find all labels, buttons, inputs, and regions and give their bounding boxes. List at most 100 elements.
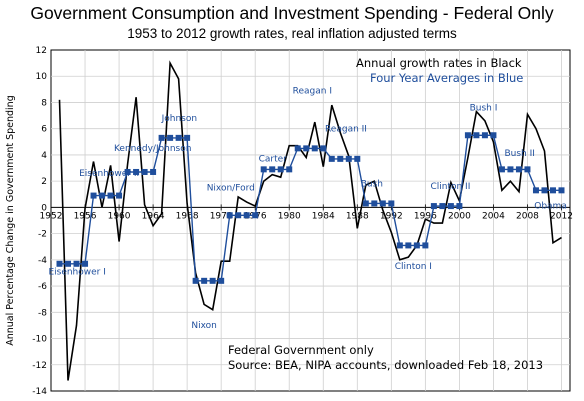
avg-point — [82, 260, 89, 267]
avg-point — [235, 212, 242, 219]
avg-point — [362, 200, 369, 207]
avg-point — [294, 145, 301, 152]
x-tick-label: 1952 — [40, 211, 63, 221]
president-annotation: Clinton II — [430, 182, 470, 192]
y-tick-label: -4 — [38, 256, 47, 266]
avg-point — [524, 166, 531, 173]
avg-point — [328, 155, 335, 162]
chart-title: Government Consumption and Investment Sp… — [30, 3, 554, 23]
avg-point — [558, 187, 565, 194]
y-tick-label: -8 — [38, 308, 47, 318]
avg-point — [175, 134, 182, 141]
grid-lines — [50, 49, 571, 392]
y-axis-label: Annual Percentage Change in Government S… — [5, 95, 16, 346]
avg-point — [158, 134, 165, 141]
x-tick-label: 1972 — [210, 211, 233, 221]
avg-point — [430, 203, 437, 210]
x-tick-label: 1964 — [142, 211, 165, 221]
x-tick-label: 1996 — [414, 211, 437, 221]
avg-point — [456, 203, 463, 210]
annotations: Eisenhower I Eisenhower II Kennedy/Johnson… — [48, 86, 566, 331]
president-annotation: Johnson — [161, 114, 197, 124]
y-tick-label: -10 — [32, 335, 47, 345]
x-tick-label: 1968 — [176, 211, 199, 221]
avg-point — [116, 192, 123, 199]
avg-point — [447, 203, 454, 210]
avg-point — [269, 166, 276, 173]
avg-point — [201, 277, 208, 284]
y-tick-label: -14 — [32, 387, 47, 397]
avg-point — [303, 145, 310, 152]
president-annotation: Obama — [534, 202, 567, 212]
avg-point — [243, 212, 250, 219]
y-tick-label: -2 — [38, 230, 47, 240]
avg-point — [413, 242, 420, 249]
x-tick-label: 1988 — [346, 211, 369, 221]
x-tick-label: 2012 — [550, 211, 573, 221]
president-annotation: Nixon — [191, 321, 217, 331]
y-tick-label: 10 — [36, 72, 48, 82]
avg-point — [90, 192, 97, 199]
avg-point — [371, 200, 378, 207]
legend-annual-black: Annual growth rates in Black — [356, 56, 522, 70]
avg-point — [507, 166, 514, 173]
avg-point — [515, 166, 522, 173]
avg-point — [73, 260, 80, 267]
y-tick-label: 4 — [41, 151, 47, 161]
president-annotation: Bush II — [504, 149, 534, 159]
avg-point — [252, 212, 259, 219]
y-tick-label: -12 — [32, 361, 47, 371]
avg-point — [405, 242, 412, 249]
president-annotation: Eisenhower I — [48, 267, 105, 277]
legend-averages-blue: Four Year Averages in Blue — [370, 71, 523, 85]
x-tick-label: 1992 — [380, 211, 403, 221]
avg-point — [184, 134, 191, 141]
avg-point — [107, 192, 114, 199]
avg-point — [337, 155, 344, 162]
president-annotation: Nixon/Ford — [207, 183, 255, 193]
x-tick-label: 1960 — [108, 211, 131, 221]
y-tick-label: 6 — [41, 125, 47, 135]
avg-point — [439, 203, 446, 210]
avg-point — [226, 212, 233, 219]
avg-point — [150, 168, 157, 175]
avg-point — [473, 132, 480, 139]
y-tick-label: 8 — [41, 98, 47, 108]
y-axis-tick-labels: 12 10 8 6 4 2 0 -2 -4 -6 -8 -10 -12 -14 — [32, 46, 47, 397]
y-tick-label: 12 — [36, 46, 47, 56]
avg-point — [481, 132, 488, 139]
president-annotation: Kennedy/Johnson — [114, 144, 191, 154]
avg-point — [56, 260, 63, 267]
avg-point — [218, 277, 225, 284]
avg-point — [311, 145, 318, 152]
avg-point — [277, 166, 284, 173]
x-tick-label: 2000 — [448, 211, 471, 221]
president-annotation: Carter — [259, 154, 288, 164]
avg-point — [541, 187, 548, 194]
y-tick-label: -6 — [38, 282, 47, 292]
avg-point — [464, 132, 471, 139]
x-tick-label: 2008 — [516, 211, 539, 221]
avg-point — [498, 166, 505, 173]
avg-point — [388, 200, 395, 207]
president-annotation: Bush — [361, 179, 383, 189]
avg-point — [490, 132, 497, 139]
avg-point — [99, 192, 106, 199]
president-annotation: Reagan II — [325, 124, 367, 134]
president-annotation: Clinton I — [395, 262, 432, 272]
x-tick-label: 2004 — [482, 211, 505, 221]
series-lines — [56, 60, 565, 381]
series-line-annual — [58, 60, 562, 381]
avg-point — [286, 166, 293, 173]
avg-point — [532, 187, 539, 194]
avg-point — [422, 242, 429, 249]
series-line-four-year-avg — [59, 134, 562, 282]
x-tick-label: 1980 — [278, 211, 301, 221]
avg-point — [209, 277, 216, 284]
avg-point — [192, 277, 199, 284]
avg-point — [167, 134, 174, 141]
x-axis-tick-labels: 1952195619601964196819721976198019841988… — [40, 211, 573, 221]
president-annotation: Bush I — [470, 103, 498, 113]
avg-point — [65, 260, 72, 267]
